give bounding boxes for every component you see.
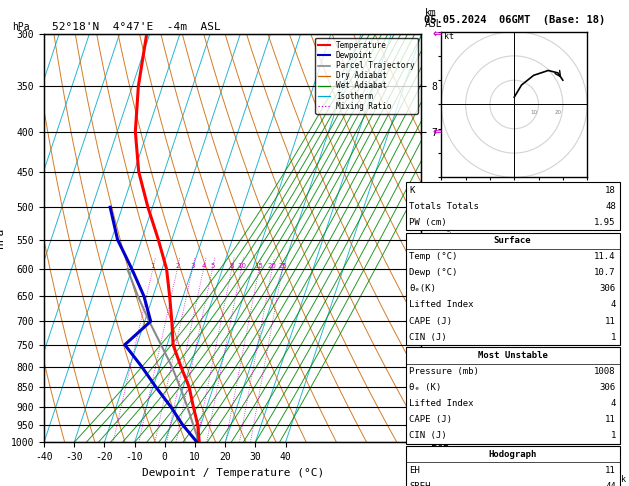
Text: 1: 1 bbox=[610, 431, 616, 440]
Text: Lifted Index: Lifted Index bbox=[409, 399, 474, 408]
Text: Temp (°C): Temp (°C) bbox=[409, 252, 458, 261]
Text: CAPE (J): CAPE (J) bbox=[409, 316, 452, 326]
Text: 306: 306 bbox=[599, 383, 616, 392]
Text: 05.05.2024  06GMT  (Base: 18): 05.05.2024 06GMT (Base: 18) bbox=[423, 15, 605, 25]
Text: 18: 18 bbox=[605, 186, 616, 195]
Text: 4: 4 bbox=[201, 263, 206, 269]
Text: 11: 11 bbox=[605, 415, 616, 424]
Text: ⇐: ⇐ bbox=[433, 420, 442, 430]
Text: 25: 25 bbox=[278, 263, 287, 269]
Text: 1: 1 bbox=[610, 332, 616, 342]
Text: Surface: Surface bbox=[494, 236, 532, 245]
Text: 48: 48 bbox=[605, 202, 616, 211]
Text: Hodograph: Hodograph bbox=[489, 450, 537, 459]
X-axis label: Dewpoint / Temperature (°C): Dewpoint / Temperature (°C) bbox=[142, 468, 324, 478]
Text: 20: 20 bbox=[268, 263, 277, 269]
Text: 8: 8 bbox=[230, 263, 234, 269]
Text: 4: 4 bbox=[610, 399, 616, 408]
Text: Totals Totals: Totals Totals bbox=[409, 202, 479, 211]
Text: θₑ (K): θₑ (K) bbox=[409, 383, 442, 392]
Text: 5: 5 bbox=[210, 263, 214, 269]
Text: kt: kt bbox=[443, 32, 454, 41]
Text: ⇐: ⇐ bbox=[433, 316, 442, 326]
Text: 11.4: 11.4 bbox=[594, 252, 616, 261]
Text: 3: 3 bbox=[190, 263, 194, 269]
Text: Mixing Ratio (g/kg): Mixing Ratio (g/kg) bbox=[445, 191, 454, 286]
Text: θₑ(K): θₑ(K) bbox=[409, 284, 437, 294]
Text: 1.95: 1.95 bbox=[594, 218, 616, 227]
Text: 10: 10 bbox=[237, 263, 246, 269]
Text: CAPE (J): CAPE (J) bbox=[409, 415, 452, 424]
Text: 20: 20 bbox=[554, 110, 562, 115]
Text: 11: 11 bbox=[605, 316, 616, 326]
Text: 306: 306 bbox=[599, 284, 616, 294]
Text: 1: 1 bbox=[150, 263, 155, 269]
Text: 1008: 1008 bbox=[594, 367, 616, 376]
Text: Dewp (°C): Dewp (°C) bbox=[409, 268, 458, 278]
Text: km
ASL: km ASL bbox=[425, 8, 442, 29]
Text: Lifted Index: Lifted Index bbox=[409, 300, 474, 310]
Text: Most Unstable: Most Unstable bbox=[477, 351, 548, 360]
Text: 10: 10 bbox=[530, 110, 537, 115]
Text: 4: 4 bbox=[610, 300, 616, 310]
Text: EH: EH bbox=[409, 466, 420, 475]
Text: ⇐: ⇐ bbox=[433, 29, 442, 39]
Y-axis label: hPa: hPa bbox=[0, 228, 5, 248]
Text: 11: 11 bbox=[605, 466, 616, 475]
Text: CIN (J): CIN (J) bbox=[409, 431, 447, 440]
Text: 10.7: 10.7 bbox=[594, 268, 616, 278]
Text: SREH: SREH bbox=[409, 482, 431, 486]
Text: ⇐: ⇐ bbox=[433, 202, 442, 212]
Text: Pressure (mb): Pressure (mb) bbox=[409, 367, 479, 376]
Text: © weatheronline.co.uk: © weatheronline.co.uk bbox=[521, 474, 626, 484]
Text: ⇐: ⇐ bbox=[433, 382, 442, 392]
Text: CIN (J): CIN (J) bbox=[409, 332, 447, 342]
Text: ⇐: ⇐ bbox=[433, 126, 442, 137]
Text: hPa: hPa bbox=[13, 21, 30, 32]
Text: 44: 44 bbox=[605, 482, 616, 486]
Legend: Temperature, Dewpoint, Parcel Trajectory, Dry Adiabat, Wet Adiabat, Isotherm, Mi: Temperature, Dewpoint, Parcel Trajectory… bbox=[315, 38, 418, 114]
Text: PW (cm): PW (cm) bbox=[409, 218, 447, 227]
Text: 2: 2 bbox=[175, 263, 179, 269]
Text: 15: 15 bbox=[255, 263, 264, 269]
Text: 52°18'N  4°47'E  -4m  ASL: 52°18'N 4°47'E -4m ASL bbox=[52, 22, 220, 32]
Text: K: K bbox=[409, 186, 415, 195]
